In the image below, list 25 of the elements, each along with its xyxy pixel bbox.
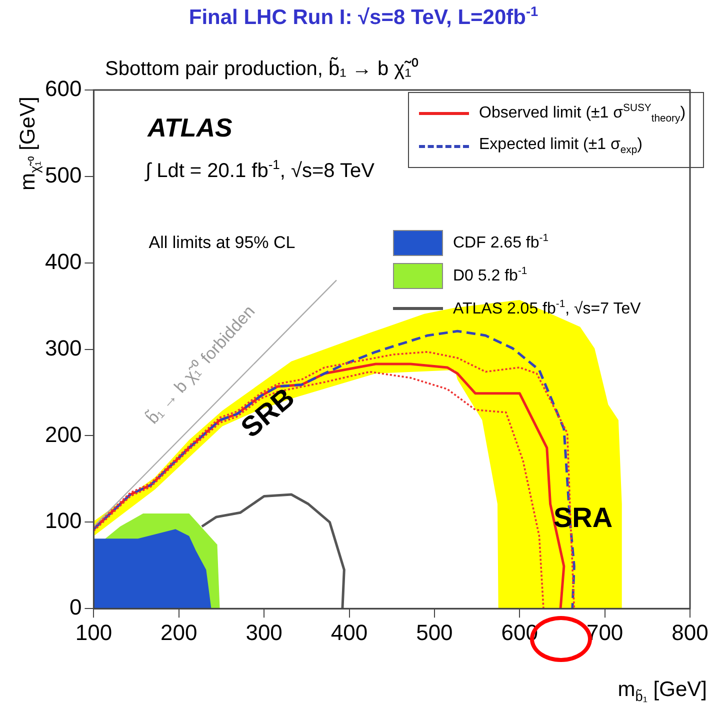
- legend-label: Expected limit (±1 σ$_{exp}$): [479, 136, 642, 157]
- x-tick-label: 800: [672, 620, 708, 645]
- legend-label: D0 5.2 fb$^{-1}$: [453, 266, 528, 286]
- y-tick-label: 400: [44, 248, 82, 274]
- x-tick-label: 300: [246, 620, 282, 645]
- x-tick-label: 100: [75, 620, 112, 645]
- y-tick-label: 500: [44, 162, 82, 188]
- y-tick-label: 600: [44, 76, 82, 102]
- annotation: SRB: [235, 382, 301, 444]
- y-tick-label: 0: [69, 594, 82, 620]
- legend-label: ATLAS 2.05 fb$^{-1}$, √s=7 TeV: [453, 298, 641, 318]
- y-tick-label: 100: [44, 508, 82, 534]
- y-tick-label: 300: [44, 335, 82, 360]
- x-tick-label: 500: [416, 620, 453, 645]
- x-axis-title: m$_{b̃₁}$ [GeV]: [618, 678, 707, 704]
- annotation: All limits at 95% CL: [148, 233, 296, 253]
- x-tick-label: 400: [330, 620, 368, 645]
- annotation: ATLAS: [148, 112, 232, 144]
- legend-label: Observed limit (±1 σ$^{SUSY}$$_{theory}$): [479, 102, 686, 124]
- chart-subtitle: Sbottom pair production, b̃₁ → b χ̃₁⁰: [105, 56, 418, 81]
- y-tick-label: 200: [44, 422, 82, 447]
- x-tick-label: 200: [160, 620, 198, 645]
- annotation: ∫ Ldt = 20.1 fb$^{-1}$, √s=8 TeV: [146, 157, 374, 183]
- legend-label: CDF 2.65 fb$^{-1}$: [453, 232, 549, 252]
- chart-title: Final LHC Run I: √s=8 TeV, L=20fb$^{-1}$: [188, 4, 540, 30]
